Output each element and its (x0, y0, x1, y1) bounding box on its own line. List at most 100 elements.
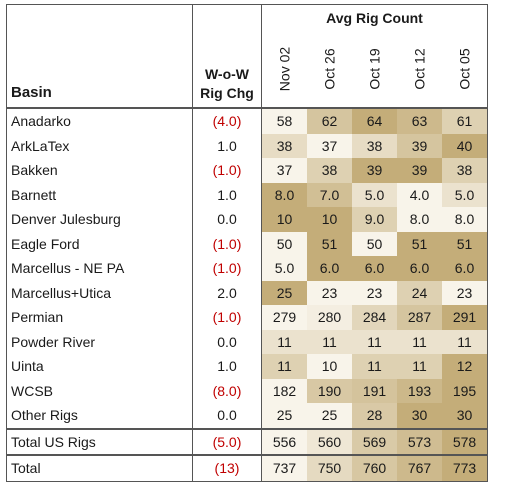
empty-corner-change (192, 4, 262, 31)
date-header-text: Oct 26 (321, 48, 338, 90)
rig-count-cell: 39 (352, 158, 397, 183)
basin-name-cell: Eagle Ford (6, 231, 193, 256)
rig-count-cell: 62 (307, 108, 352, 134)
wow-change-cell: 2.0 (192, 280, 262, 305)
rig-count-cell: 9.0 (352, 207, 397, 232)
date-column-header: Nov 02 (261, 31, 307, 109)
date-column-header: Oct 19 (352, 31, 397, 109)
wow-change-cell: 1.0 (192, 133, 262, 158)
wow-change-cell: (5.0) (192, 427, 262, 455)
rig-count-cell: 11 (397, 354, 442, 379)
wow-change-cell: 1.0 (192, 354, 262, 379)
rig-count-cell: 25 (261, 403, 307, 429)
rig-count-table-container: Avg Rig Count Basin W-o-W Rig Chg Nov 02 … (6, 4, 488, 482)
basin-name-cell: Total US Rigs (6, 427, 193, 455)
rig-count-cell: 291 (442, 305, 488, 330)
rig-count-cell: 569 (352, 427, 397, 455)
table-row: Permian (1.0) 279 280 284 287 291 (6, 305, 488, 330)
rig-count-cell: 193 (397, 378, 442, 403)
table-row: Bakken (1.0) 37 38 39 39 38 (6, 158, 488, 183)
rig-count-cell: 50 (352, 231, 397, 256)
rig-count-cell: 573 (397, 427, 442, 455)
table-row: Denver Julesburg 0.0 10 10 9.0 8.0 8.0 (6, 207, 488, 232)
table-row: Eagle Ford (1.0) 50 51 50 51 51 (6, 231, 488, 256)
total-row: Total (13) 737 750 760 767 773 (6, 454, 488, 482)
rig-count-cell: 578 (442, 427, 488, 455)
rig-count-cell: 11 (442, 329, 488, 354)
basin-name-cell: Other Rigs (6, 403, 193, 429)
basin-name-cell: Powder River (6, 329, 193, 354)
wow-change-cell: 0.0 (192, 329, 262, 354)
rig-count-cell: 191 (352, 378, 397, 403)
rig-count-cell: 51 (307, 231, 352, 256)
date-column-header: Oct 26 (307, 31, 352, 109)
rig-count-cell: 37 (261, 158, 307, 183)
rig-count-cell: 51 (397, 231, 442, 256)
basin-name-cell: Anadarko (6, 108, 193, 134)
rig-count-table: Avg Rig Count Basin W-o-W Rig Chg Nov 02 … (6, 4, 488, 482)
table-row: Marcellus+Utica 2.0 25 23 23 24 23 (6, 280, 488, 305)
basin-name-cell: ArkLaTex (6, 133, 193, 158)
wow-change-cell: (13) (192, 454, 262, 482)
basin-name-cell: WCSB (6, 378, 193, 403)
basin-column-header: Basin (6, 31, 193, 109)
rig-count-cell: 182 (261, 378, 307, 403)
rig-count-cell: 11 (261, 354, 307, 379)
rig-count-cell: 11 (397, 329, 442, 354)
basin-name-cell: Marcellus+Utica (6, 280, 193, 305)
rig-count-cell: 50 (261, 231, 307, 256)
table-row: Marcellus - NE PA (1.0) 5.0 6.0 6.0 6.0 6.0 (6, 256, 488, 281)
date-header-text: Oct 12 (411, 48, 428, 90)
rig-count-cell: 51 (442, 231, 488, 256)
rig-count-cell: 23 (352, 280, 397, 305)
rig-count-cell: 11 (307, 329, 352, 354)
rig-count-cell: 38 (261, 133, 307, 158)
basin-name-cell: Total (6, 454, 193, 482)
date-header-text: Nov 02 (276, 46, 293, 92)
rig-count-cell: 64 (352, 108, 397, 134)
rig-count-cell: 11 (261, 329, 307, 354)
date-header-text: Oct 19 (366, 48, 383, 90)
rig-count-cell: 750 (307, 454, 352, 482)
rig-count-cell: 25 (307, 403, 352, 429)
rig-count-cell: 737 (261, 454, 307, 482)
basin-name-cell: Barnett (6, 182, 193, 207)
rig-count-cell: 760 (352, 454, 397, 482)
wow-change-cell: (1.0) (192, 231, 262, 256)
rig-count-cell: 5.0 (442, 182, 488, 207)
wow-change-cell: (1.0) (192, 158, 262, 183)
rig-count-cell: 10 (307, 207, 352, 232)
wow-change-cell: (8.0) (192, 378, 262, 403)
rig-count-cell: 38 (307, 158, 352, 183)
rig-count-cell: 4.0 (397, 182, 442, 207)
rig-count-cell: 560 (307, 427, 352, 455)
rig-count-cell: 6.0 (442, 256, 488, 281)
rig-count-cell: 6.0 (307, 256, 352, 281)
date-header-text: Oct 05 (456, 48, 473, 90)
rig-count-cell: 287 (397, 305, 442, 330)
date-column-header: Oct 12 (397, 31, 442, 109)
basin-name-cell: Marcellus - NE PA (6, 256, 193, 281)
rig-count-cell: 5.0 (261, 256, 307, 281)
rig-count-cell: 23 (442, 280, 488, 305)
rig-count-cell: 39 (397, 158, 442, 183)
rig-count-cell: 38 (442, 158, 488, 183)
empty-corner (6, 4, 193, 31)
rig-count-cell: 8.0 (397, 207, 442, 232)
rig-count-cell: 38 (352, 133, 397, 158)
table-row: Barnett 1.0 8.0 7.0 5.0 4.0 5.0 (6, 182, 488, 207)
rig-count-cell: 63 (397, 108, 442, 134)
table-row: Anadarko (4.0) 58 62 64 63 61 (6, 108, 488, 134)
rig-count-cell: 39 (397, 133, 442, 158)
basin-rows: Anadarko (4.0) 58 62 64 63 61 ArkLaTex 1.0 38 37 38… (6, 108, 488, 482)
wow-change-cell: (4.0) (192, 108, 262, 134)
rig-count-cell: 61 (442, 108, 488, 134)
rig-count-cell: 11 (352, 354, 397, 379)
rig-count-cell: 58 (261, 108, 307, 134)
rig-count-cell: 8.0 (442, 207, 488, 232)
rig-count-cell: 23 (307, 280, 352, 305)
basin-name-cell: Denver Julesburg (6, 207, 193, 232)
wow-change-header-line2: Rig Chg (200, 85, 254, 101)
rig-count-cell: 284 (352, 305, 397, 330)
date-column-header: Oct 05 (442, 31, 488, 109)
